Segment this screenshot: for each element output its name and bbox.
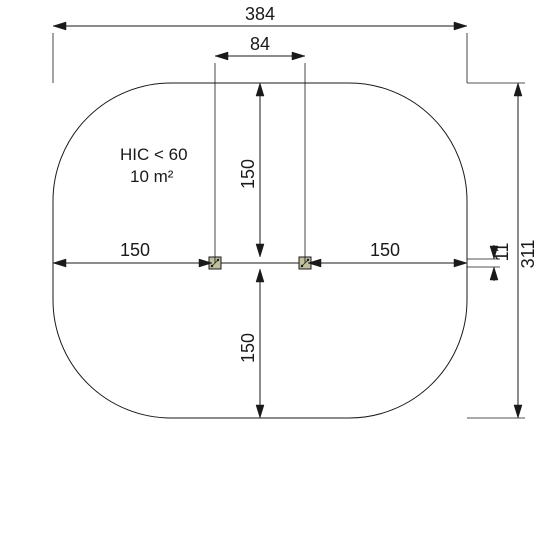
dim-right-half: 150 (370, 240, 400, 260)
annotation-area: 10 m² (130, 167, 174, 186)
dim-left-half: 150 (120, 240, 150, 260)
dim-top-half: 150 (238, 159, 258, 189)
dim-bottom-half: 150 (238, 333, 258, 363)
annotation-hic: HIC < 60 (120, 145, 188, 164)
dimension-diagram: 384 84 150 150 150 150 311 11 HIC < 60 10 m² (0, 0, 550, 550)
dim-object-width: 84 (250, 34, 270, 54)
dim-total-height: 311 (518, 240, 538, 269)
dim-object-height: 11 (492, 243, 512, 262)
dim-total-width: 384 (245, 4, 275, 24)
